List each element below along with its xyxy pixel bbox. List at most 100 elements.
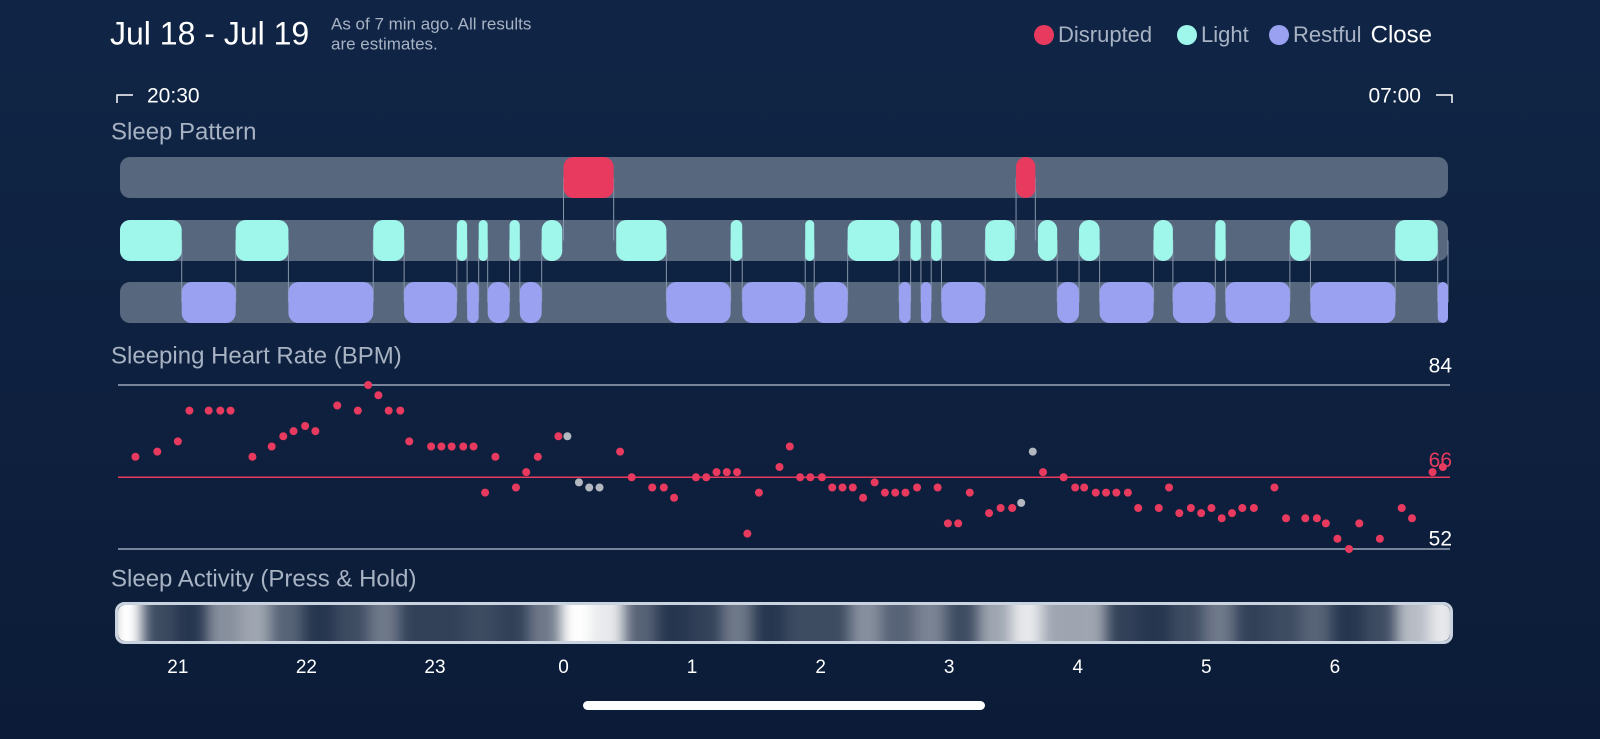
activity-sample [238, 605, 271, 641]
heart-rate-point [880, 488, 889, 497]
activity-sample [1042, 605, 1075, 641]
heart-rate-point [943, 519, 952, 528]
heart-rate-point [459, 442, 468, 451]
activity-sample [303, 605, 336, 641]
stage-segment [985, 220, 1015, 261]
heart-rate-point [1408, 514, 1417, 523]
stage-segment [920, 282, 932, 323]
heart-rate-point [806, 473, 815, 482]
heart-rate-point [1238, 504, 1247, 512]
x-tick-label: 22 [296, 657, 317, 678]
x-tick-label: 3 [944, 657, 955, 678]
activity-sample [817, 605, 850, 641]
heart-rate-point [1071, 483, 1080, 492]
heart-rate-point [595, 483, 604, 492]
heart-rate-point [891, 488, 900, 497]
activity-sample [624, 605, 657, 641]
stage-segment [910, 220, 921, 261]
heart-rate-point [216, 406, 225, 415]
heart-rate-point [248, 452, 257, 461]
heart-rate-point [1249, 504, 1258, 512]
heart-rate-point [954, 519, 963, 528]
heart-rate-point [226, 406, 235, 415]
stage-segment [288, 282, 374, 323]
heart-rate-point [267, 442, 276, 451]
legend-label: Restful [1293, 22, 1361, 47]
heart-rate-point [396, 406, 405, 415]
heart-rate-point [1217, 514, 1226, 523]
heart-rate-point [1123, 488, 1132, 497]
heart-rate-point [1112, 488, 1121, 497]
legend-label: Light [1201, 22, 1249, 47]
activity-sample [946, 605, 979, 641]
close-button[interactable]: Close [1371, 21, 1432, 48]
activity-sample [1138, 605, 1171, 641]
x-tick-label: 5 [1201, 657, 1212, 678]
stage-segment [805, 220, 815, 261]
activity-sample [1074, 605, 1107, 641]
activity-sample [1428, 605, 1450, 641]
stage-segment [931, 220, 942, 261]
heart-rate-point [870, 478, 879, 487]
activity-sample [721, 605, 754, 641]
heart-rate-point [754, 488, 763, 497]
heart-rate-point [1134, 504, 1143, 512]
stage-segment [467, 282, 479, 323]
heart-rate-point [901, 488, 910, 497]
heart-rate-point [437, 442, 446, 451]
stage-segment [616, 220, 667, 261]
activity-sample [881, 605, 914, 641]
heart-rate-point [1017, 498, 1026, 507]
heart-rate-point [691, 473, 700, 482]
stage-segment [1037, 220, 1058, 261]
heart-rate-point [491, 452, 500, 461]
x-tick-label: 2 [815, 657, 826, 678]
stage-segment [1057, 282, 1080, 323]
stage-segment [742, 282, 806, 323]
heart-rate-point [1312, 514, 1321, 523]
heart-rate-point [1301, 514, 1310, 523]
activity-sample [913, 605, 946, 641]
legend-swatch [1269, 25, 1289, 45]
heart-rate-point [131, 452, 140, 461]
heart-rate-point [1428, 468, 1437, 477]
stage-segment [1016, 157, 1036, 198]
stage-segment [666, 282, 731, 323]
row-track [120, 220, 1448, 261]
stage-segment [847, 220, 900, 261]
stage-segment [456, 220, 468, 261]
heart-rate-point [648, 483, 657, 492]
heart-rate-point [574, 478, 583, 487]
stage-segment [1395, 220, 1438, 261]
stage-segment [563, 157, 614, 198]
heart-rate-point [447, 442, 456, 451]
heart-rate-point [1345, 545, 1354, 553]
heart-rate-point [1197, 509, 1206, 518]
activity-samples [118, 605, 1450, 641]
stage-segment [404, 282, 457, 323]
heart-rate-point [1080, 483, 1089, 492]
activity-sample [1396, 605, 1429, 641]
legend-swatch [1034, 25, 1054, 45]
heart-rate-point [384, 406, 393, 415]
note: As of 7 min ago. All results [331, 14, 531, 33]
heart-rate-point [333, 401, 342, 410]
chart-title: Sleep Activity (Press & Hold) [111, 565, 416, 592]
activity-sample [1363, 605, 1396, 641]
stage-segment [730, 220, 743, 261]
activity-sample [656, 605, 689, 641]
heart-rate-point [279, 432, 288, 441]
heart-rate-point [1270, 483, 1279, 492]
stage-segment [1225, 282, 1290, 323]
heart-rate-point [301, 422, 310, 430]
heart-rate-point [702, 473, 711, 482]
heart-rate-point [733, 468, 742, 477]
stage-segment [120, 220, 182, 261]
stage-segment [1172, 282, 1216, 323]
heart-rate-point [775, 463, 784, 471]
x-tick-label: 21 [167, 657, 188, 678]
heart-rate-point [712, 468, 721, 477]
chart-title: Sleep Pattern [111, 118, 256, 145]
start-time: 20:30 [147, 85, 200, 108]
activity-sample [560, 605, 593, 641]
